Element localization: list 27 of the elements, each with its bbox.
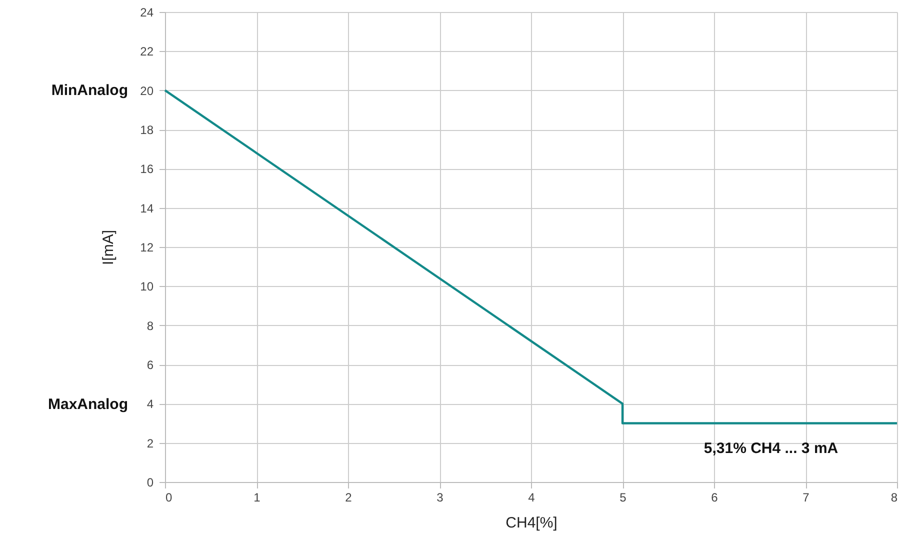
text: MaxAnalog <box>48 396 128 413</box>
y-tick-label: 2 <box>146 436 154 450</box>
x-tick-label: 0 <box>166 490 172 504</box>
y-tick-label: 6 <box>146 358 154 372</box>
x-tick-label: 3 <box>436 490 444 504</box>
x-tick-label: 8 <box>890 490 898 504</box>
x-tick-label: 1 <box>254 490 261 504</box>
y-tick-label: 0 <box>146 476 154 490</box>
x-tick-label: 4 <box>528 490 536 504</box>
x-axis-title: CH4[%] <box>506 514 558 532</box>
text: MinAnalog <box>51 82 128 99</box>
y-tick-label: 4 <box>146 397 154 412</box>
y-tick-label: 24 <box>140 6 154 20</box>
y-tick-label: 14 <box>140 201 154 216</box>
y-tick-label: 20 <box>140 84 154 98</box>
y-tick-label: 16 <box>140 162 154 176</box>
x-tick-label: 5 <box>620 490 627 504</box>
x-tick-label: 7 <box>802 490 810 504</box>
y-tick-label: 8 <box>146 318 154 333</box>
y-tick-label: 10 <box>140 280 154 294</box>
y-tick-label: 22 <box>140 44 154 59</box>
x-tick-label: 2 <box>345 490 352 504</box>
y-axis-title: I[mA] <box>100 230 118 266</box>
annotation: 5,31% CH4 ... 3 mA <box>704 440 838 457</box>
y-tick-label: 18 <box>140 123 154 137</box>
x-tick-label: 6 <box>711 490 718 504</box>
y-tick-label: 12 <box>140 240 154 254</box>
